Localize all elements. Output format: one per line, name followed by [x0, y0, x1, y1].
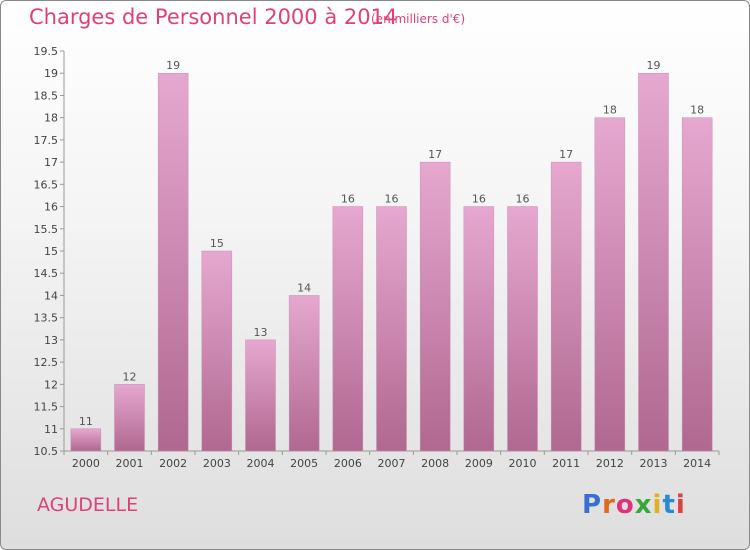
bar-2001	[114, 384, 145, 452]
y-tick-label: 15.5	[34, 223, 59, 236]
data-label-2001: 12	[123, 370, 137, 383]
y-tick-label: 12.5	[34, 356, 59, 369]
bar-2011	[550, 161, 582, 452]
data-label-2003: 15	[210, 237, 224, 250]
y-tick-label: 17.5	[34, 134, 59, 147]
data-label-2013: 19	[647, 59, 661, 72]
y-tick-label: 14.5	[34, 267, 59, 280]
logo-letter: i	[652, 490, 663, 520]
x-tick-label-2002: 2002	[159, 457, 187, 470]
data-label-2010: 16	[516, 193, 530, 206]
y-tick-label: 12	[44, 378, 58, 391]
chart-title: Charges de Personnel 2000 à 2014	[29, 5, 398, 29]
x-tick-label-2005: 2005	[290, 457, 318, 470]
data-label-2002: 19	[166, 59, 180, 72]
logo-letter: r	[602, 490, 616, 520]
bar-2009	[463, 206, 495, 452]
y-tick-label: 11	[44, 423, 58, 436]
data-label-2008: 17	[428, 148, 442, 161]
bar-2000	[70, 428, 102, 452]
x-tick-label-2003: 2003	[203, 457, 231, 470]
y-tick-label: 16	[44, 201, 58, 214]
bar-2013	[638, 72, 669, 452]
bar-2014	[681, 117, 713, 452]
data-label-2011: 17	[559, 148, 573, 161]
y-tick-label: 18	[44, 112, 58, 125]
logo-letter: i	[675, 490, 686, 520]
bar-2002	[157, 72, 189, 452]
proxiti-logo[interactable]: Proxiti	[582, 490, 686, 520]
y-tick-label: 13.5	[34, 312, 59, 325]
x-tick-label-2010: 2010	[509, 457, 537, 470]
y-tick-label: 19.5	[34, 45, 59, 58]
x-tick-label-2000: 2000	[72, 457, 100, 470]
bar-2012	[594, 117, 626, 452]
bar-2006	[332, 206, 364, 452]
logo-letter: P	[582, 490, 603, 520]
y-tick-label: 19	[44, 67, 58, 80]
data-label-2000: 11	[79, 415, 93, 428]
data-label-2014: 18	[690, 104, 704, 117]
bar-2004	[245, 339, 276, 452]
y-tick-label: 10.5	[34, 445, 59, 458]
y-tick-label: 17	[44, 156, 58, 169]
y-tick-label: 15	[44, 245, 58, 258]
x-tick-label-2013: 2013	[640, 457, 668, 470]
y-tick-label: 16.5	[34, 178, 59, 191]
x-tick-label-2011: 2011	[552, 457, 580, 470]
data-label-2005: 14	[297, 281, 311, 294]
data-label-2007: 16	[385, 193, 399, 206]
x-tick-label-2012: 2012	[596, 457, 624, 470]
x-tick-label-2009: 2009	[465, 457, 493, 470]
data-label-2012: 18	[603, 104, 617, 117]
data-label-2006: 16	[341, 193, 355, 206]
x-tick-label-2004: 2004	[247, 457, 275, 470]
y-tick-label: 14	[44, 289, 58, 302]
data-label-2004: 13	[254, 326, 268, 339]
bar-2005	[288, 295, 320, 452]
x-tick-label-2008: 2008	[421, 457, 449, 470]
bar-2008	[419, 161, 451, 452]
y-tick-label: 18.5	[34, 89, 59, 102]
bar-2007	[376, 206, 407, 452]
logo-letter: o	[615, 490, 635, 520]
chart-subtitle: (en milliers d'€)	[371, 12, 466, 26]
bar-2003	[201, 250, 233, 452]
x-tick-label-2001: 2001	[116, 457, 144, 470]
x-tick-label-2007: 2007	[378, 457, 406, 470]
x-tick-label-2014: 2014	[683, 457, 711, 470]
commune-name: AGUDELLE	[37, 494, 139, 516]
y-tick-label: 13	[44, 334, 58, 347]
x-tick-label-2006: 2006	[334, 457, 362, 470]
bar-2010	[507, 206, 538, 452]
data-label-2009: 16	[472, 193, 486, 206]
logo-letter: x	[634, 490, 653, 520]
y-tick-label: 11.5	[34, 401, 59, 414]
logo-letter: t	[662, 490, 676, 520]
